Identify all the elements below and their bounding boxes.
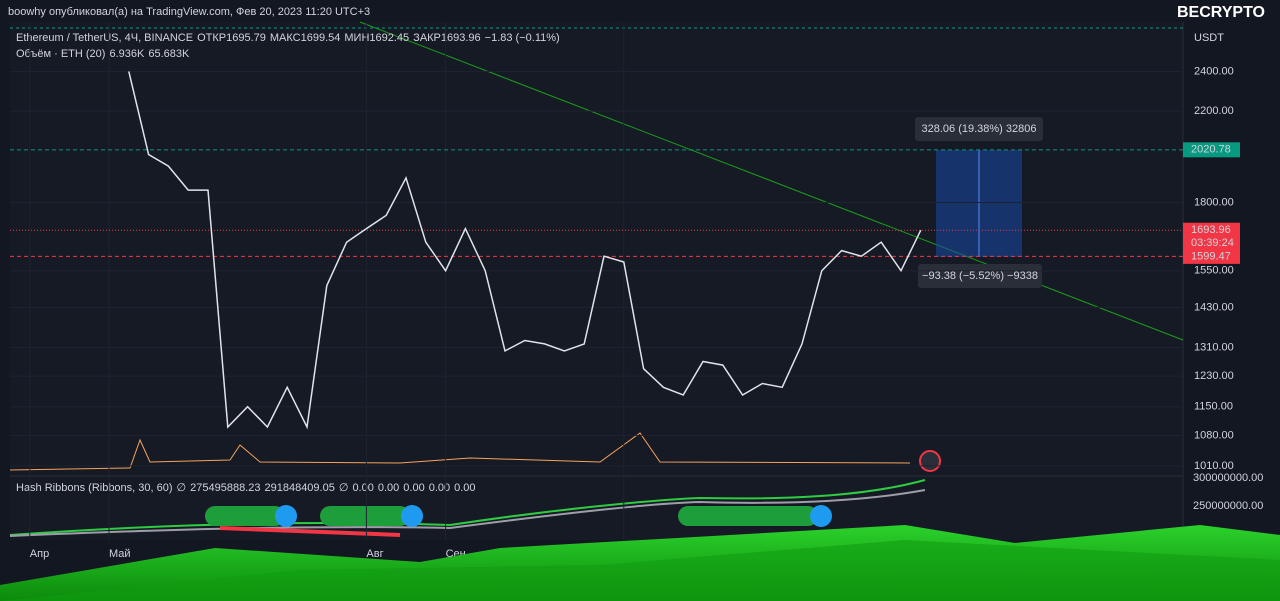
indicator-value: 0.00 bbox=[403, 482, 424, 494]
y-tick-label: 1230.00 bbox=[1194, 370, 1234, 382]
indicator-axis-label: 250000000.00 bbox=[1193, 500, 1263, 512]
price-badge-label: 1599.47 bbox=[1191, 250, 1231, 262]
trend-line bbox=[359, 21, 1184, 341]
indicator-value: ∅ bbox=[339, 482, 349, 494]
price-badge-label: 2020.78 bbox=[1191, 144, 1231, 156]
indicator-value: 0.00 bbox=[352, 482, 373, 494]
x-tick-label: Май bbox=[109, 548, 131, 560]
indicator-axis-label: 300000000.00 bbox=[1193, 472, 1263, 484]
logo: BECRYPTO bbox=[1177, 4, 1265, 21]
indicator-value: 0.00 bbox=[429, 482, 450, 494]
measure-down-label: −93.38 (−5.52%) −9338 bbox=[922, 270, 1038, 282]
y-unit: USDT bbox=[1194, 32, 1224, 44]
ohlc-label: ОТКР bbox=[197, 32, 226, 44]
measure-label-bg bbox=[915, 117, 1043, 141]
x-tick-label: Авг bbox=[366, 548, 383, 560]
y-tick-label: 1550.00 bbox=[1194, 265, 1234, 277]
price-badge bbox=[1183, 222, 1240, 251]
countdown: 03:39:24 bbox=[1191, 237, 1234, 249]
ohlc-value: 1699.54 bbox=[301, 32, 341, 44]
ohlc-value: 1693.96 bbox=[441, 32, 481, 44]
buy-signal bbox=[401, 505, 423, 527]
buy-signal bbox=[810, 505, 832, 527]
ribbon-dots bbox=[320, 506, 410, 526]
event-icon bbox=[919, 450, 941, 472]
publisher: boowhy опубликовал(а) на TradingView.com… bbox=[8, 6, 370, 18]
y-tick-label: 1010.00 bbox=[1194, 460, 1234, 472]
volume-value: 65.683K bbox=[148, 48, 190, 60]
volume-name: Объём · ETH (20) bbox=[16, 48, 105, 60]
measure-up-label: 328.06 (19.38%) 32806 bbox=[922, 123, 1037, 135]
ohlc-value: 1692.45 bbox=[369, 32, 409, 44]
indicator-value: 291848409.05 bbox=[264, 482, 334, 494]
ribbon-slow bbox=[9, 489, 926, 537]
ribbon-cross bbox=[219, 526, 401, 537]
y-tick-label: 1800.00 bbox=[1194, 196, 1234, 208]
change: −1.83 (−0.11%) bbox=[485, 32, 560, 44]
ohlc-value: 1695.79 bbox=[226, 32, 266, 44]
green-overlay-shadow bbox=[0, 540, 1280, 601]
indicator-value: 0.00 bbox=[454, 482, 475, 494]
symbol-name: Ethereum / TetherUS, 4Ч, BINANCE bbox=[16, 32, 193, 44]
price-badge-label: 1693.96 bbox=[1191, 224, 1231, 236]
x-tick-label: Апр bbox=[30, 548, 49, 560]
indicator-name: Hash Ribbons (Ribbons, 30, 60) bbox=[16, 482, 173, 494]
volume-ma bbox=[9, 432, 911, 471]
price-line bbox=[128, 71, 922, 430]
ribbon-dots bbox=[678, 506, 818, 526]
y-tick-label: 1080.00 bbox=[1194, 429, 1234, 441]
ohlc-label: ЗАКР bbox=[413, 32, 441, 44]
ohlc-label: МИН bbox=[344, 32, 369, 44]
buy-signal bbox=[275, 505, 297, 527]
y-tick-label: 2200.00 bbox=[1194, 105, 1234, 117]
y-tick-label: 1430.00 bbox=[1194, 301, 1234, 313]
ribbon-dots bbox=[205, 506, 285, 526]
volume-value: 6.936K bbox=[109, 48, 145, 60]
price-badge bbox=[1183, 248, 1240, 264]
y-tick-label: 2400.00 bbox=[1194, 65, 1234, 77]
indicator-value: 0.00 bbox=[378, 482, 399, 494]
y-tick-label: 1310.00 bbox=[1194, 341, 1234, 353]
price-badge bbox=[1183, 142, 1240, 158]
ribbon-fast bbox=[9, 479, 926, 536]
indicator-value: 275495888.23 bbox=[190, 482, 260, 494]
measure-label-bg bbox=[918, 264, 1042, 288]
indicator-value: ∅ bbox=[177, 482, 187, 494]
ohlc-label: МАКС bbox=[270, 32, 301, 44]
y-tick-label: 1150.00 bbox=[1194, 401, 1233, 413]
